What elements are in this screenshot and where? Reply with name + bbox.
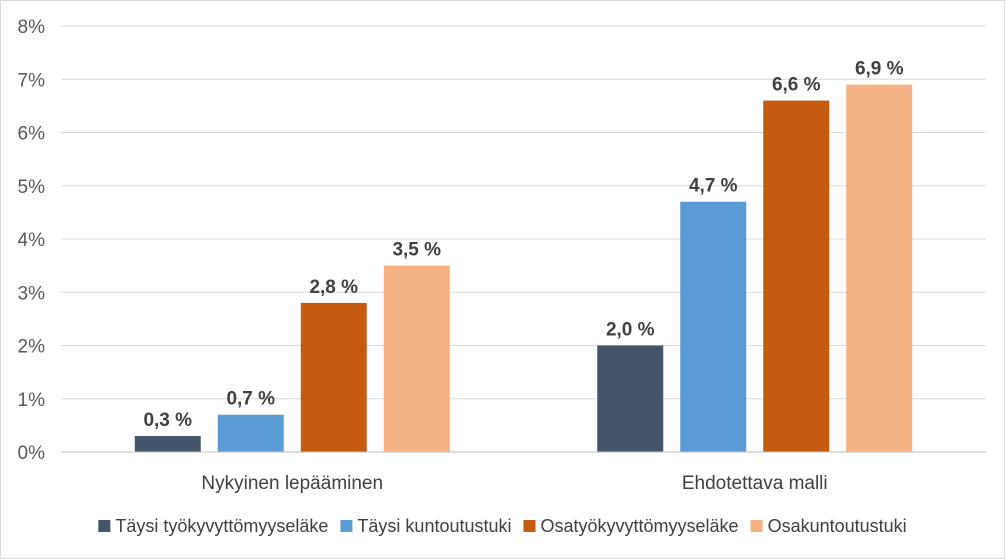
legend: Täysi työkyvyttömyyseläke Täysi kuntoutus…	[98, 516, 907, 536]
legend-item: Osatyökyvyttömyyseläke	[523, 516, 739, 536]
legend-item: Osakuntoutustuki	[750, 516, 907, 536]
data-label: 2,8 %	[309, 277, 358, 298]
legend-label: Osakuntoutustuki	[768, 516, 907, 536]
bar	[134, 436, 201, 452]
bar	[383, 265, 450, 452]
bar	[300, 302, 367, 452]
y-tick-label: 2%	[18, 337, 46, 358]
legend-label: Täysi kuntoutustuki	[357, 516, 511, 536]
data-label: 3,5 %	[392, 240, 441, 261]
x-category-label: Ehdotettava malli	[682, 473, 828, 494]
legend-swatch	[340, 520, 353, 532]
y-tick-label: 8%	[18, 17, 46, 38]
bars	[134, 84, 913, 453]
bar	[763, 100, 830, 453]
legend-item: Täysi kuntoutustuki	[340, 516, 512, 536]
y-tick-label: 1%	[18, 390, 46, 411]
legend-item: Täysi työkyvyttömyyseläke	[98, 516, 328, 536]
bar	[217, 414, 284, 452]
gridlines	[61, 25, 986, 400]
legend-swatch	[98, 520, 111, 532]
data-label: 4,7 %	[689, 176, 738, 197]
bar	[680, 201, 747, 452]
data-label: 2,0 %	[606, 320, 655, 341]
data-labels: 0,3 % 0,7 % 2,8 % 3,5 % 2,0 % 4,7 % 6,6 % 6,9 %	[143, 59, 903, 431]
bar	[846, 84, 913, 452]
y-tick-label: 3%	[18, 283, 46, 304]
y-axis-tick-labels: 0% 1% 2% 3% 4% 5% 6% 7% 8%	[18, 17, 46, 464]
x-category-label: Nykyinen lepääminen	[201, 473, 383, 494]
legend-label: Täysi työkyvyttömyyseläke	[115, 516, 328, 536]
y-tick-label: 7%	[18, 70, 46, 91]
legend-swatch	[523, 520, 536, 532]
y-tick-label: 5%	[18, 177, 46, 198]
data-label: 6,9 %	[855, 59, 904, 80]
y-tick-label: 0%	[18, 443, 46, 464]
legend-swatch	[750, 520, 763, 532]
data-label: 0,3 %	[143, 410, 192, 431]
y-tick-label: 6%	[18, 124, 46, 145]
x-axis: Nykyinen lepääminen Ehdotettava malli	[61, 451, 986, 494]
y-tick-label: 4%	[18, 230, 46, 251]
legend-label: Osatyökyvyttömyyseläke	[541, 516, 739, 536]
bar	[597, 345, 664, 452]
data-label: 6,6 %	[772, 75, 821, 96]
data-label: 0,7 %	[226, 389, 275, 410]
